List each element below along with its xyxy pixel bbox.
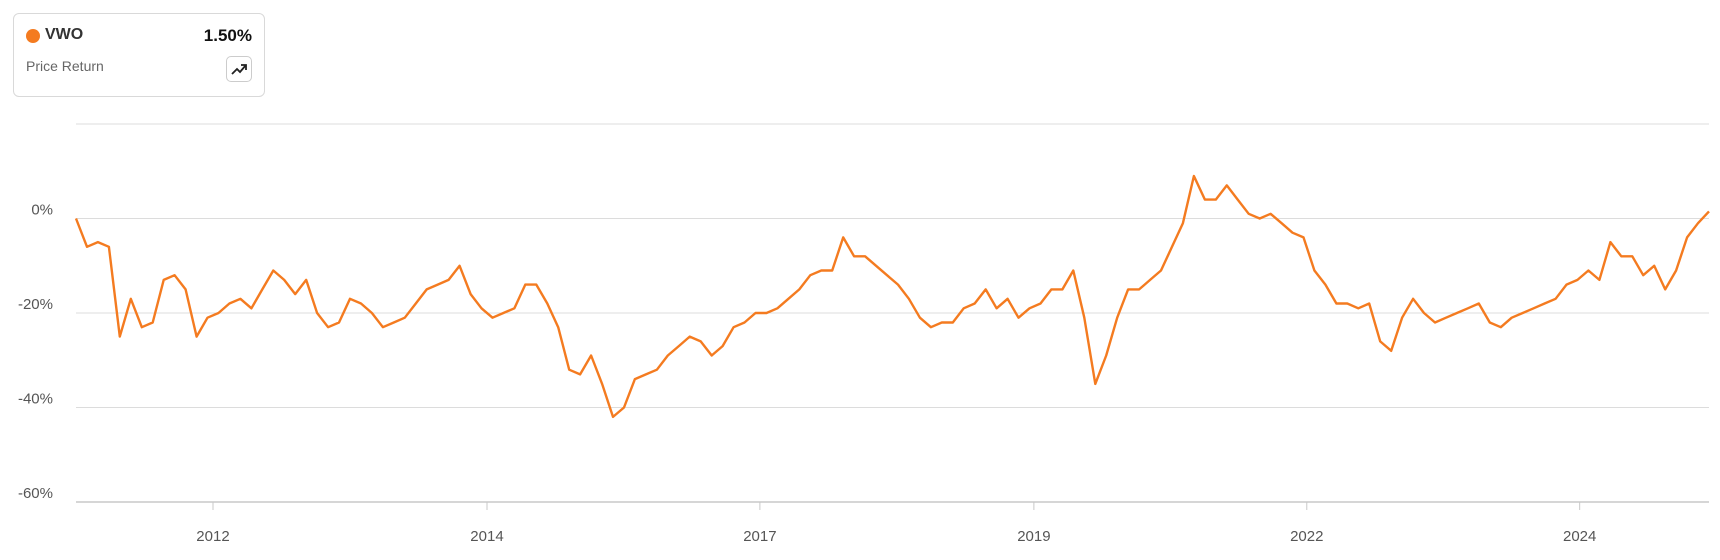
- x-tick-label: 2017: [743, 528, 776, 545]
- y-tick-label: 0%: [31, 201, 53, 218]
- legend-value: 1.50%: [203, 26, 252, 45]
- legend-name: VWO: [45, 26, 84, 43]
- y-tick-label: -60%: [18, 485, 53, 502]
- legend: VWO 1.50% Price Return: [13, 13, 265, 97]
- x-tick-label: 2022: [1290, 528, 1323, 545]
- x-tick-label: 2012: [196, 528, 229, 545]
- trend-icon: [231, 64, 247, 75]
- legend-subtitle: Price Return: [26, 58, 104, 74]
- x-tick-label: 2024: [1563, 528, 1596, 545]
- legend-marker: [26, 29, 40, 43]
- y-tick-label: -20%: [18, 296, 53, 313]
- x-tick-label: 2019: [1017, 528, 1050, 545]
- x-tick-label: 2014: [470, 528, 503, 545]
- chart-type-button[interactable]: [226, 56, 252, 82]
- y-tick-label: -40%: [18, 390, 53, 407]
- price-line: [74, 174, 1710, 419]
